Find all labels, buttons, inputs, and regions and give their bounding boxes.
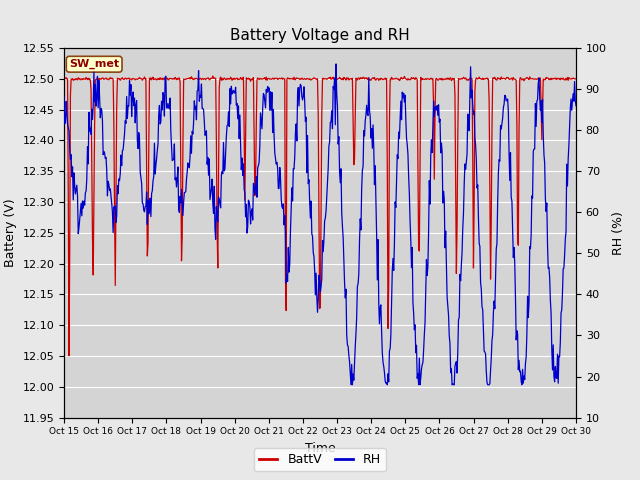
Y-axis label: RH (%): RH (%) <box>612 211 625 255</box>
Text: SW_met: SW_met <box>69 59 119 69</box>
X-axis label: Time: Time <box>305 442 335 455</box>
Legend: BattV, RH: BattV, RH <box>253 448 387 471</box>
Y-axis label: Battery (V): Battery (V) <box>4 199 17 267</box>
Title: Battery Voltage and RH: Battery Voltage and RH <box>230 28 410 43</box>
